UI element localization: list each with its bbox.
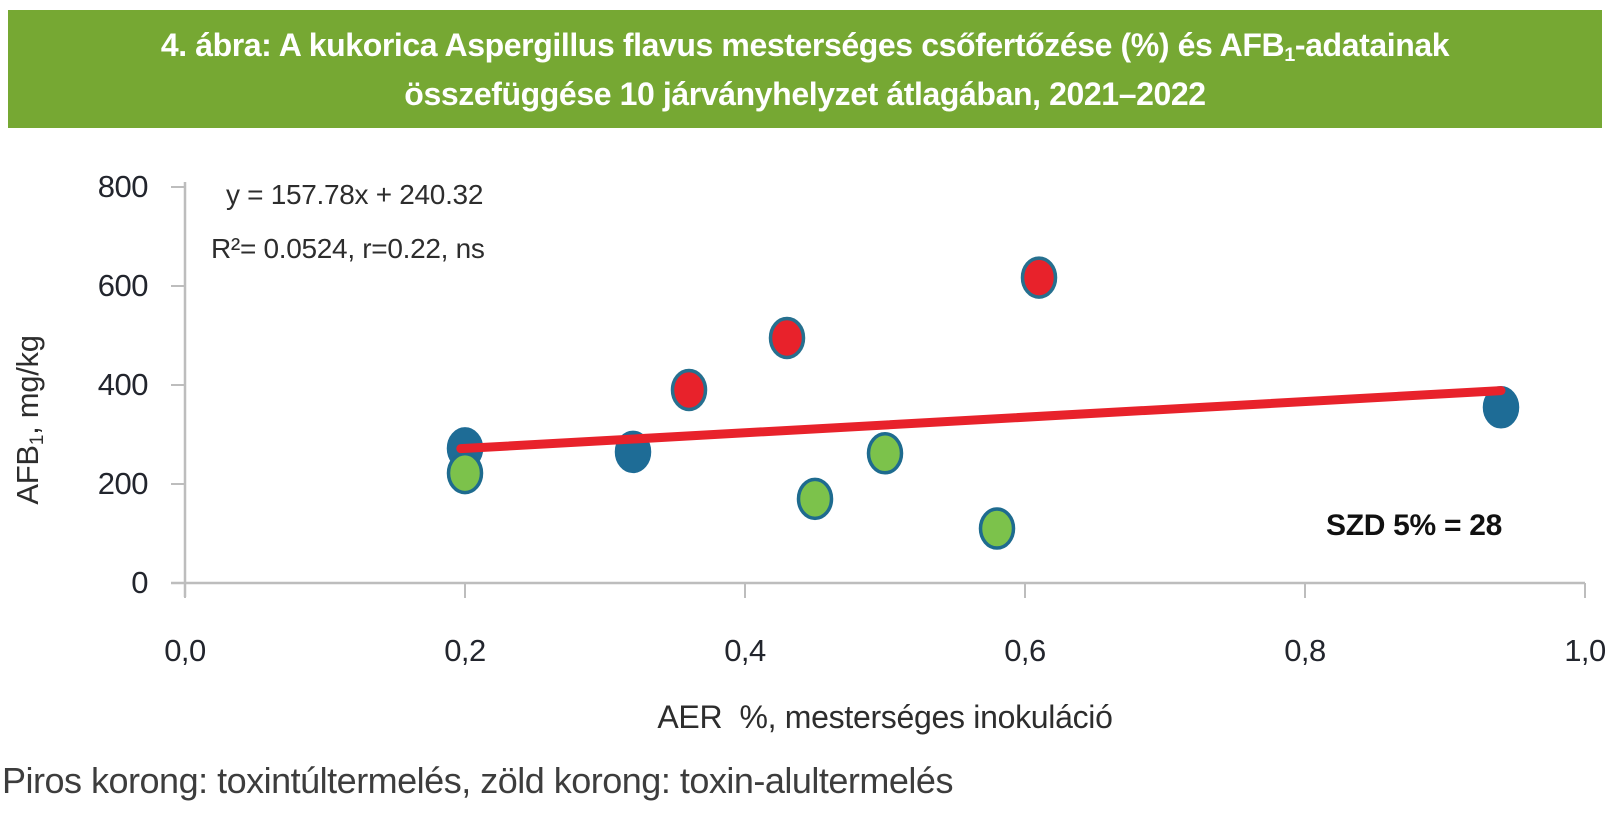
trendline — [456, 386, 1506, 454]
x-tick-label: 0,8 — [1284, 633, 1326, 668]
data-point-red — [670, 368, 708, 412]
x-tick-label: 0,2 — [444, 633, 486, 668]
data-point-green — [796, 477, 834, 521]
y-tick-label: 200 — [97, 466, 149, 501]
figure-title-line1-text: 4. ábra: A kukorica Aspergillus flavus m… — [160, 26, 1285, 63]
regression-equation: y = 157.78x + 240.32 — [226, 179, 484, 210]
x-tick-label: 1,0 — [1564, 633, 1606, 668]
y-tick-label: 0 — [131, 565, 148, 600]
figure-title-line2: összefüggése 10 járványhelyzet átlagában… — [404, 75, 1206, 112]
figure-title-line1: 4. ábra: A kukorica Aspergillus flavus m… — [160, 23, 1450, 72]
x-tick-label: 0,4 — [724, 633, 766, 668]
data-point-red — [768, 316, 806, 360]
header-banner: 4. ábra: A kukorica Aspergillus flavus m… — [8, 10, 1602, 128]
data-point-green — [446, 451, 484, 495]
y-tick-label: 600 — [97, 268, 149, 303]
x-tick-label: 0,6 — [1004, 633, 1046, 668]
x-axis-label: AER %, mesterséges inokuláció — [657, 699, 1113, 735]
y-tick-label: 800 — [97, 169, 149, 204]
data-point-red — [1020, 256, 1058, 299]
r-squared-annotation: R²= 0.0524, r=0.22, ns — [211, 233, 485, 264]
szd-annotation: SZD 5% = 28 — [1326, 509, 1502, 542]
figure-caption: Piros korong: toxintúltermelés, zöld kor… — [2, 760, 953, 801]
y-axis-label-subscript: 1 — [27, 434, 49, 446]
data-point-green — [866, 432, 904, 475]
data-point-green — [978, 507, 1016, 550]
figure-title-line1-end: -adatainak — [1294, 26, 1450, 63]
y-tick-label: 400 — [97, 367, 149, 402]
x-tick-label: 0,0 — [164, 633, 206, 668]
afb-subscript: 1 — [1284, 44, 1295, 67]
